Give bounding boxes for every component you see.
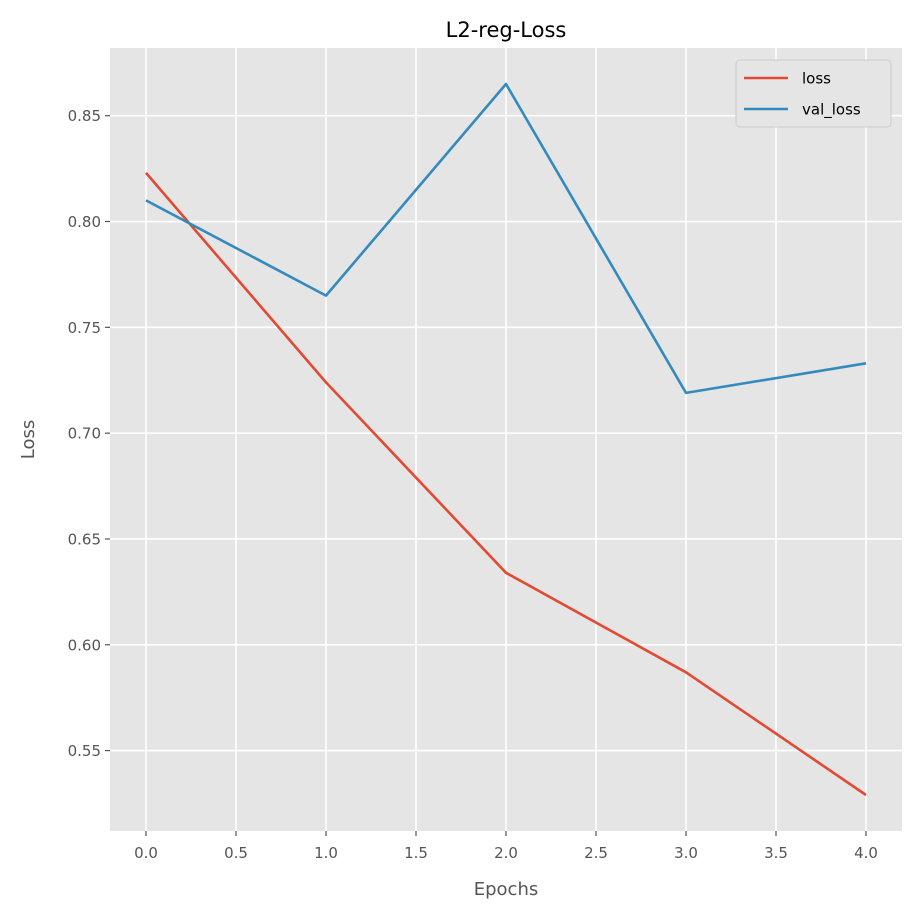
- y-tick-label: 0.60: [68, 636, 101, 654]
- y-tick-label: 0.85: [68, 107, 101, 125]
- x-tick-label: 2.0: [494, 844, 518, 862]
- series-layer: [145, 82, 867, 797]
- x-tick-label: 2.5: [584, 844, 608, 862]
- y-tick-label: 0.55: [68, 742, 101, 760]
- x-tick-label: 3.5: [764, 844, 788, 862]
- series-line-val-loss: [145, 82, 867, 395]
- ticks-layer: 0.0 0.5 1.0 1.5 2.0 2.5 3.0 3.5 4.0 0.55 0.60 0.65 0…: [68, 107, 878, 862]
- y-axis-label: Loss: [18, 420, 39, 459]
- x-tick-label: 1.0: [314, 844, 338, 862]
- y-tick-label: 0.70: [68, 425, 101, 443]
- x-tick-label: 3.0: [674, 844, 698, 862]
- series-line-loss: [145, 172, 867, 797]
- legend-label: loss: [802, 70, 831, 88]
- x-tick-label: 4.0: [854, 844, 878, 862]
- x-tick-label: 1.5: [404, 844, 428, 862]
- legend: loss val_loss: [735, 59, 892, 128]
- x-axis-label: Epochs: [474, 879, 539, 900]
- y-tick-label: 0.80: [68, 213, 101, 231]
- y-tick-label: 0.75: [68, 319, 101, 337]
- legend-label: val_loss: [802, 101, 861, 120]
- y-tick-label: 0.65: [68, 530, 101, 548]
- x-tick-label: 0.5: [224, 844, 248, 862]
- x-tick-label: 0.0: [134, 844, 158, 862]
- chart-title: L2-reg-Loss: [446, 18, 567, 42]
